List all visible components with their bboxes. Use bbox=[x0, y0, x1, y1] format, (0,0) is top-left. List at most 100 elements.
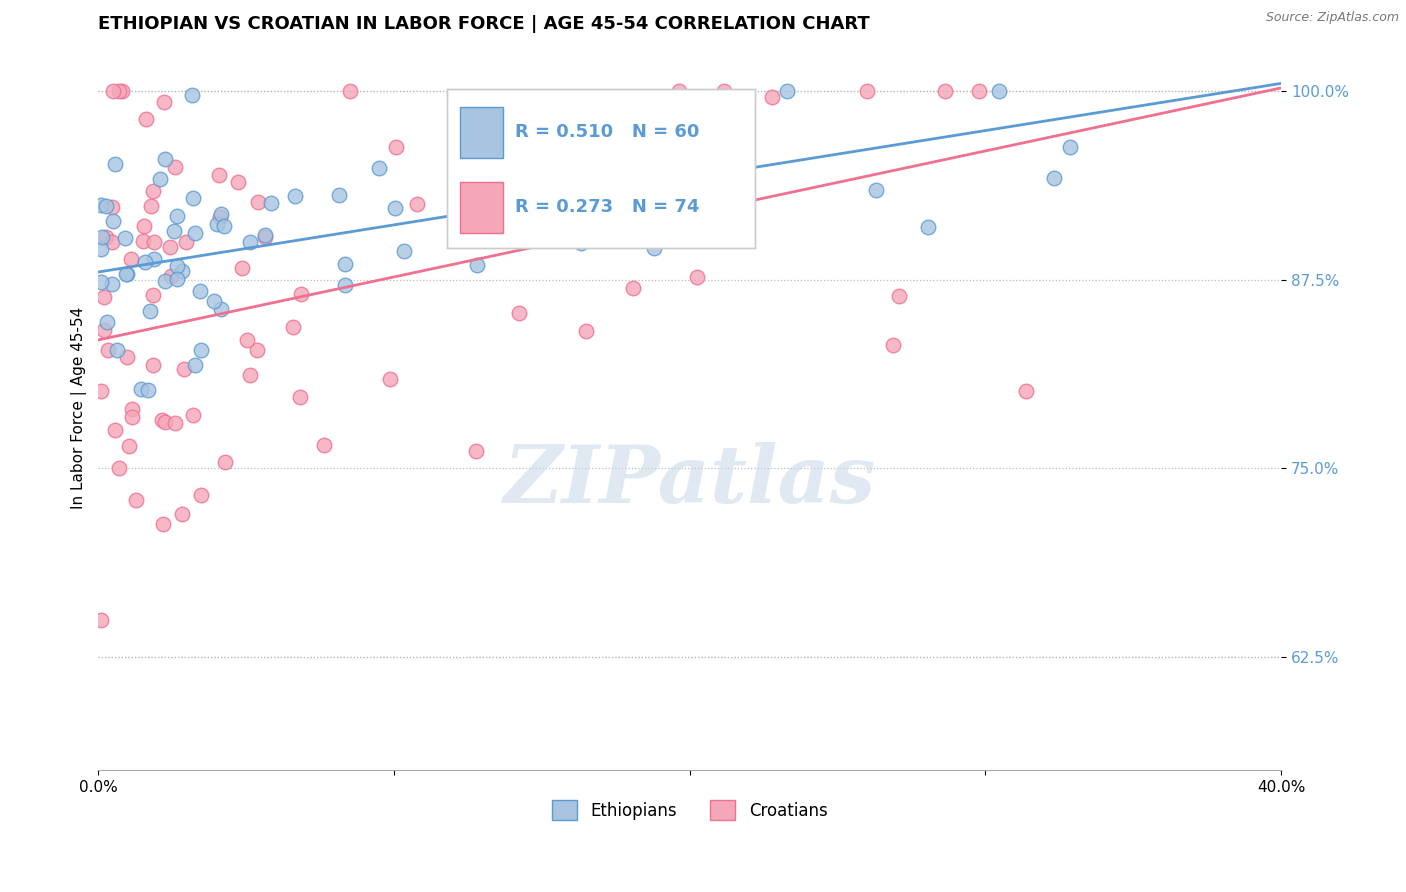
Point bbox=[761, 90, 783, 104]
Point bbox=[120, 252, 142, 267]
Point bbox=[281, 319, 304, 334]
Point bbox=[917, 219, 939, 234]
Point bbox=[141, 198, 163, 212]
Point bbox=[247, 194, 270, 209]
Point bbox=[163, 224, 186, 238]
Point bbox=[114, 231, 136, 245]
Point bbox=[368, 161, 391, 176]
Point bbox=[90, 275, 112, 289]
Point bbox=[621, 281, 644, 295]
Point bbox=[713, 84, 735, 98]
Point bbox=[173, 362, 195, 376]
Point bbox=[934, 84, 956, 98]
Point bbox=[163, 416, 186, 430]
Point bbox=[142, 185, 165, 199]
Point bbox=[668, 84, 690, 98]
Point bbox=[153, 415, 176, 429]
Point bbox=[117, 267, 139, 281]
Point bbox=[464, 172, 486, 186]
Point bbox=[575, 324, 598, 338]
Point bbox=[97, 343, 120, 358]
Point bbox=[90, 384, 112, 398]
Point bbox=[138, 383, 160, 397]
Point bbox=[776, 84, 799, 98]
Point bbox=[90, 613, 112, 627]
Point bbox=[155, 274, 177, 288]
Point bbox=[91, 229, 114, 244]
Point bbox=[384, 201, 406, 215]
Point bbox=[183, 358, 205, 372]
Point bbox=[96, 315, 118, 329]
Point bbox=[152, 95, 174, 109]
Point bbox=[142, 288, 165, 302]
Point bbox=[208, 168, 231, 182]
Point bbox=[214, 455, 236, 469]
Point bbox=[643, 241, 665, 255]
Point bbox=[135, 112, 157, 126]
Point bbox=[987, 84, 1010, 98]
Point bbox=[378, 372, 401, 386]
Point bbox=[96, 230, 118, 244]
Point bbox=[406, 197, 429, 211]
Point bbox=[129, 382, 152, 396]
Point bbox=[166, 259, 188, 273]
Point bbox=[465, 444, 488, 458]
Point bbox=[214, 219, 236, 233]
Point bbox=[132, 234, 155, 248]
Point bbox=[111, 84, 134, 98]
Point bbox=[253, 230, 276, 244]
Point bbox=[103, 84, 125, 98]
Point bbox=[152, 516, 174, 531]
Point bbox=[209, 301, 232, 316]
Point bbox=[181, 408, 204, 422]
Point bbox=[94, 199, 117, 213]
Point bbox=[170, 263, 193, 277]
Point bbox=[1059, 140, 1081, 154]
Text: Source: ZipAtlas.com: Source: ZipAtlas.com bbox=[1265, 11, 1399, 24]
Point bbox=[290, 286, 312, 301]
Point bbox=[335, 256, 357, 270]
Point bbox=[132, 219, 155, 234]
Point bbox=[170, 507, 193, 521]
Point bbox=[231, 261, 253, 276]
Point bbox=[93, 290, 115, 304]
Y-axis label: In Labor Force | Age 45-54: In Labor Force | Age 45-54 bbox=[72, 307, 87, 509]
Point bbox=[339, 84, 361, 98]
Point bbox=[107, 460, 129, 475]
Point bbox=[90, 198, 112, 212]
Point bbox=[865, 183, 887, 197]
Point bbox=[90, 243, 112, 257]
Point bbox=[669, 118, 692, 132]
Point bbox=[1043, 170, 1066, 185]
Text: ZIPatlas: ZIPatlas bbox=[503, 442, 876, 519]
Point bbox=[226, 175, 249, 189]
Point bbox=[290, 391, 312, 405]
Point bbox=[650, 186, 672, 200]
Point bbox=[190, 488, 212, 502]
Point bbox=[149, 172, 172, 186]
Point bbox=[188, 284, 211, 298]
Point bbox=[180, 88, 202, 103]
Point bbox=[134, 254, 156, 268]
Point bbox=[101, 200, 124, 214]
Point bbox=[115, 267, 138, 281]
Point bbox=[202, 294, 225, 309]
Point bbox=[209, 206, 232, 220]
Point bbox=[105, 343, 128, 358]
Point bbox=[183, 191, 205, 205]
Point bbox=[138, 303, 160, 318]
Point bbox=[508, 306, 530, 320]
Point bbox=[239, 235, 262, 249]
Point bbox=[155, 152, 177, 166]
Point bbox=[101, 277, 124, 291]
Point bbox=[125, 493, 148, 508]
Point bbox=[190, 343, 212, 358]
Point bbox=[236, 333, 259, 347]
Point bbox=[104, 423, 127, 437]
Point bbox=[967, 84, 990, 98]
Point bbox=[165, 160, 187, 174]
Point bbox=[101, 235, 124, 250]
Point bbox=[159, 239, 181, 253]
Point bbox=[706, 171, 728, 186]
Point bbox=[465, 258, 488, 272]
